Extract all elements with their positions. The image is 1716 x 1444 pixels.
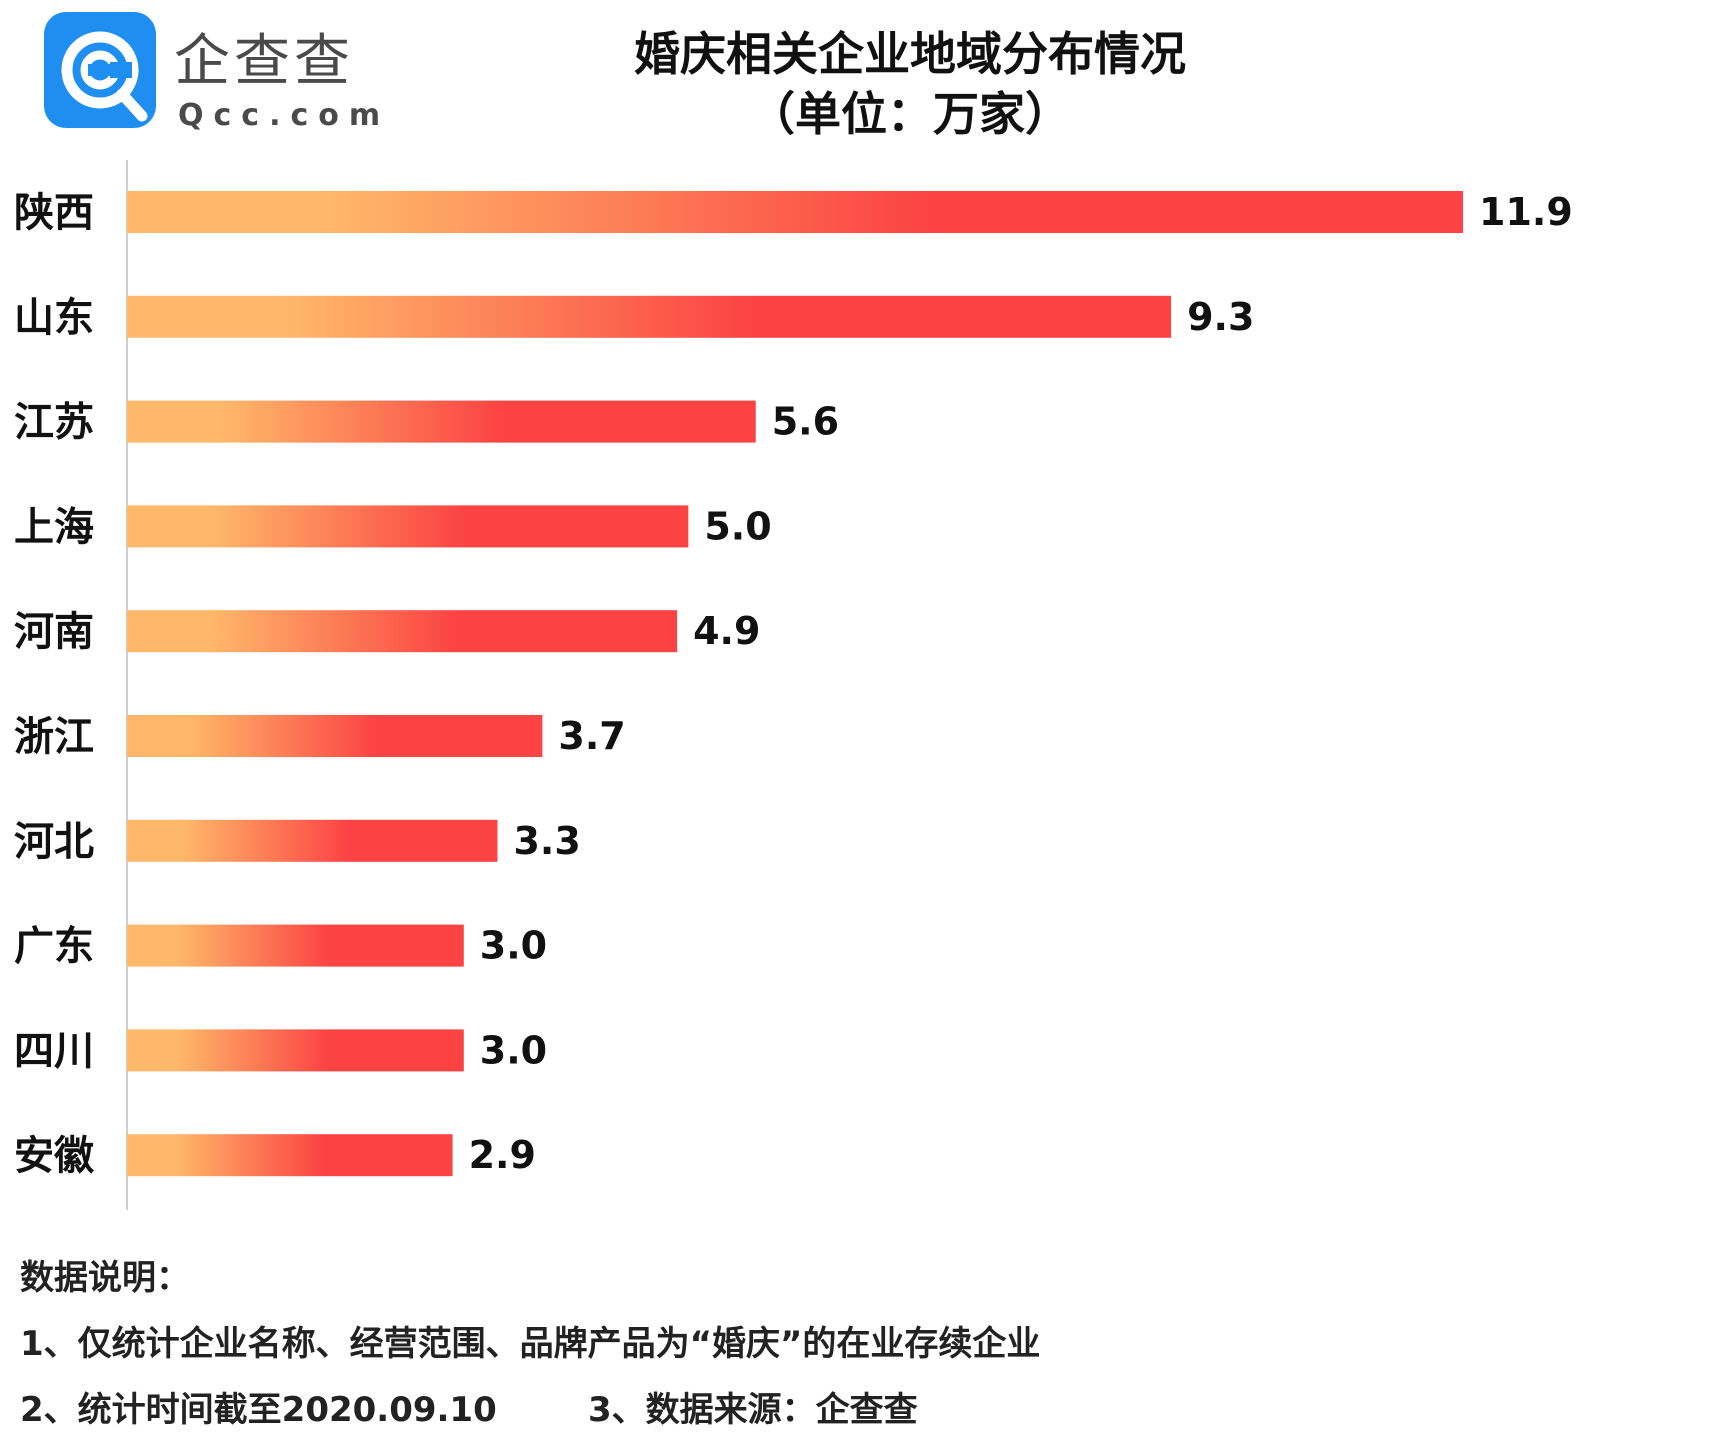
note-line-2: 2、统计时间截至2020.09.10	[20, 1390, 497, 1430]
bar	[127, 1029, 464, 1072]
category-label: 四川	[14, 1028, 94, 1074]
bar	[127, 295, 1172, 338]
chart-title: 婚庆相关企业地域分布情况 （单位：万家）	[560, 24, 1260, 144]
value-label: 9.3	[1187, 295, 1254, 339]
category-label: 河南	[14, 609, 94, 655]
value-label: 3.7	[558, 714, 625, 758]
value-label: 4.9	[693, 609, 760, 653]
note-line-3: 3、数据来源：企查查	[588, 1390, 918, 1430]
notes-heading: 数据说明：	[20, 1258, 190, 1298]
value-label: 11.9	[1479, 190, 1573, 234]
bar	[127, 610, 678, 653]
value-label: 3.0	[480, 1028, 547, 1072]
bar	[127, 400, 756, 443]
category-label: 山东	[14, 295, 94, 341]
logo-name-en: Qcc.com	[178, 98, 391, 133]
logo-name-cn: 企查查	[174, 29, 354, 94]
chart-title-line1: 婚庆相关企业地域分布情况	[634, 27, 1186, 81]
bar	[127, 819, 498, 862]
category-label: 河北	[14, 819, 94, 865]
value-label: 5.6	[772, 400, 839, 444]
bar-chart: 陕西 11.9 山东 9.3 江苏 5.6 上海 5.0 河南 4.9 浙江 3.7 河北 3.3 广东 3.…	[14, 160, 1573, 1210]
logo: 企查查 Qcc.com	[44, 12, 384, 133]
chart-title-line2: （单位：万家）	[749, 87, 1071, 141]
qcc-logo-icon	[44, 12, 156, 128]
note-line-1: 1、仅统计企业名称、经营范围、品牌产品为“婚庆”的在业存续企业	[20, 1324, 1041, 1364]
bar	[127, 715, 543, 757]
category-label: 江苏	[14, 400, 94, 446]
bar	[127, 924, 464, 967]
category-label: 安徽	[14, 1133, 95, 1179]
bar	[127, 1134, 453, 1177]
value-label: 2.9	[469, 1133, 536, 1177]
value-label: 5.0	[704, 504, 771, 548]
category-label: 上海	[14, 504, 94, 550]
value-label: 3.0	[480, 924, 547, 968]
bar	[127, 505, 689, 548]
value-label: 3.3	[513, 819, 580, 863]
category-label: 广东	[14, 924, 94, 970]
bar	[127, 191, 1463, 233]
category-label: 陕西	[14, 190, 94, 236]
category-label: 浙江	[14, 714, 94, 760]
bars-group: 陕西 11.9 山东 9.3 江苏 5.6 上海 5.0 河南 4.9 浙江 3.7 河北 3.3 广东 3.…	[14, 190, 1573, 1179]
